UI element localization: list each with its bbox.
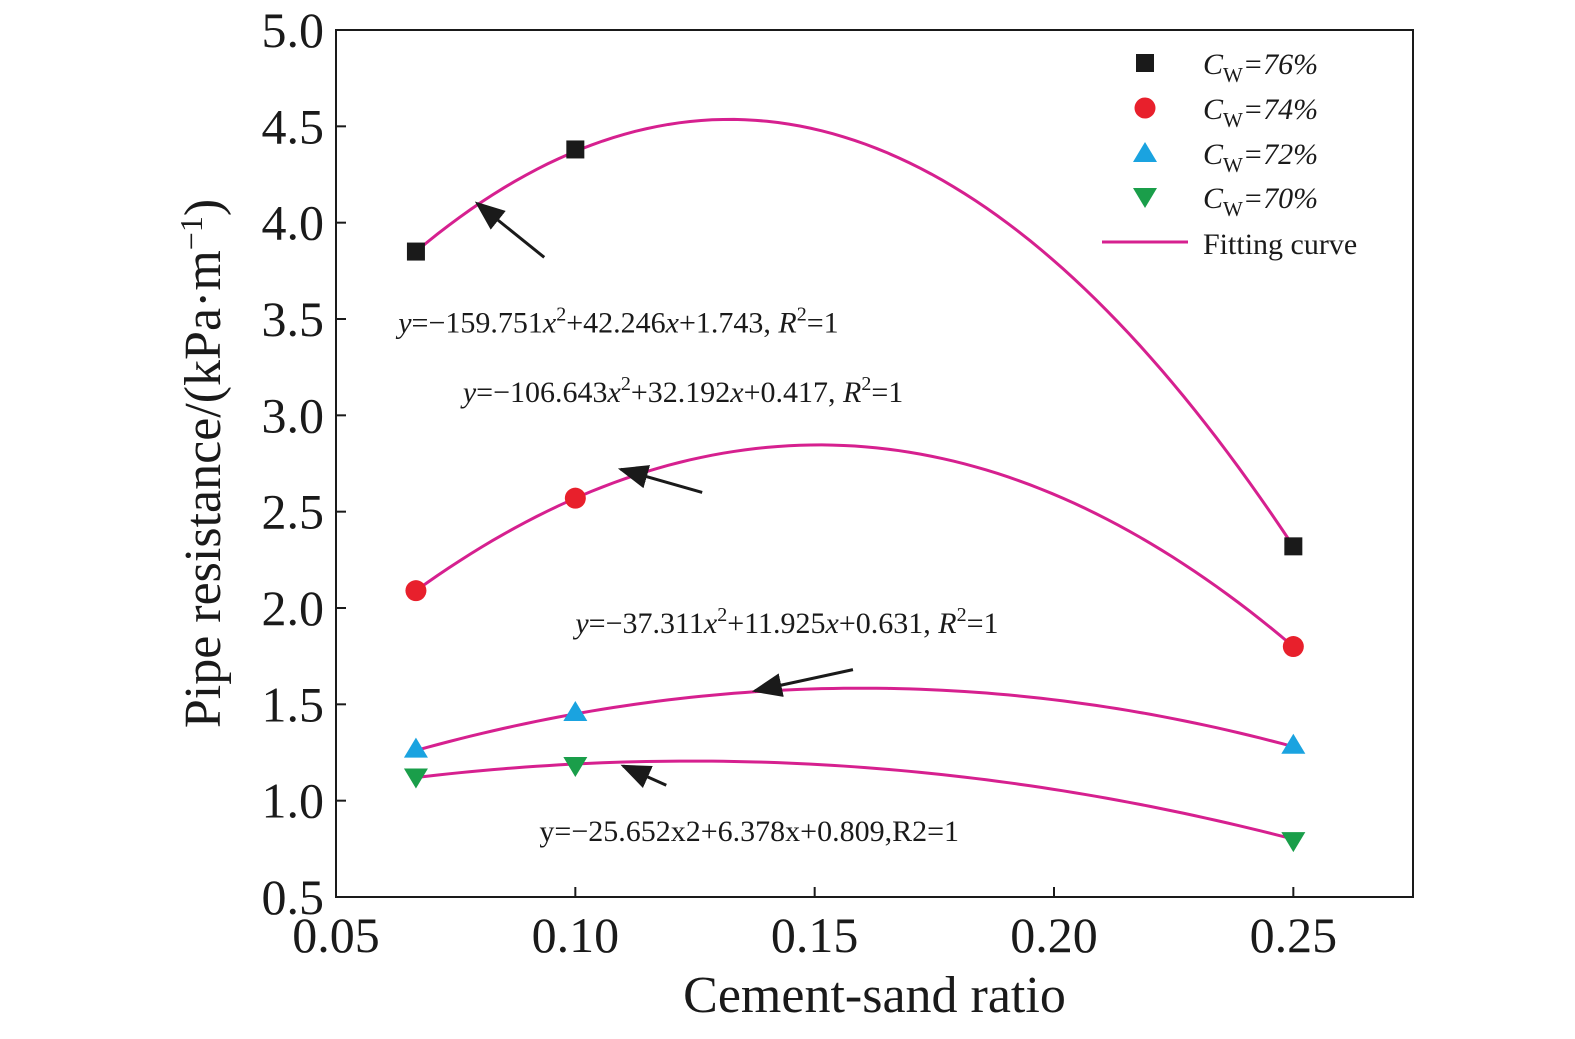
data-point — [563, 756, 588, 777]
annotation-arrow — [620, 764, 667, 788]
x-tick-label: 0.05 — [292, 907, 380, 963]
y-axis-title-close: ) — [175, 199, 232, 216]
data-point — [403, 768, 428, 789]
x-tick-label: 0.25 — [1250, 907, 1338, 963]
y-tick-label: 3.5 — [262, 291, 325, 347]
axes-labels: Cement-sand ratio Pipe resistance/(kPa·m… — [173, 199, 1066, 1024]
x-tick-label: 0.20 — [1010, 907, 1098, 963]
y-tick-label: 4.0 — [262, 195, 325, 251]
fitting-curves — [414, 117, 1295, 841]
plot-border — [335, 29, 1414, 898]
equation-label: y=−106.643x2+32.192x+0.417, R2=1 — [460, 373, 903, 409]
fitting-curve — [414, 117, 1295, 548]
legend-marker — [1133, 188, 1157, 208]
data-point — [563, 701, 588, 722]
y-tick-label: 1.0 — [262, 773, 325, 829]
x-axis-title: Cement-sand ratio — [683, 967, 1066, 1024]
legend-marker — [1133, 142, 1157, 162]
y-tick-label: 3.0 — [262, 387, 325, 443]
y-tick-label: 2.5 — [262, 484, 325, 540]
equation-label: y=−25.652x2+6.378x+0.809,R2=1 — [539, 815, 959, 848]
legend-label: CW=72% — [1203, 138, 1318, 177]
data-point — [403, 737, 428, 758]
data-point — [405, 580, 427, 602]
annotations: y=−159.751x2+42.246x+1.743, R2=1 y=−106.6… — [395, 201, 999, 848]
equation-label: y=−37.311x2+11.925x+0.631, R2=1 — [572, 604, 998, 640]
y-axis-title: Pipe resistance/(kPa·m−1) — [173, 199, 232, 728]
legend-label: CW=76% — [1203, 48, 1318, 87]
annotation-arrow — [617, 465, 703, 494]
y-axis-title-sup: −1 — [173, 216, 209, 250]
fitting-curve — [415, 759, 1294, 841]
fitting-curve — [415, 443, 1295, 648]
plot-frame: 0.05 0.10 0.15 0.20 0.25 0.5 1.0 1.5 2.0 2.5 3.0 3.… — [262, 2, 1414, 963]
data-point — [1281, 733, 1306, 754]
annotation-arrow — [751, 668, 854, 697]
legend-marker — [1134, 97, 1156, 119]
data-point — [1281, 832, 1306, 853]
y-tick-label: 2.0 — [262, 580, 325, 636]
y-tick-label: 0.5 — [262, 869, 325, 925]
y-tick-label: 1.5 — [262, 676, 325, 732]
data-point — [1282, 636, 1304, 658]
data-point — [566, 140, 585, 159]
legend-fit-label: Fitting curve — [1203, 228, 1357, 261]
y-tick-label: 5.0 — [262, 2, 325, 58]
legend-label: CW=74% — [1203, 93, 1318, 132]
x-tick-label: 0.10 — [532, 907, 620, 963]
data-markers — [403, 140, 1306, 853]
fitting-curve — [415, 686, 1294, 752]
data-point — [564, 487, 586, 509]
legend-marker — [1136, 54, 1154, 72]
equation-label: y=−159.751x2+42.246x+1.743, R2=1 — [395, 303, 838, 339]
annotation-arrow — [474, 201, 546, 259]
x-tick-label: 0.15 — [771, 907, 859, 963]
legend-label: CW=70% — [1203, 182, 1318, 221]
legend: CW=76% CW=74% CW=72% CW=70% Fitting curve — [1102, 48, 1357, 261]
data-point — [406, 242, 425, 261]
y-axis-title-main: Pipe resistance/(kPa·m — [175, 250, 232, 728]
y-tick-label: 4.5 — [262, 98, 325, 154]
data-point — [1284, 537, 1303, 556]
